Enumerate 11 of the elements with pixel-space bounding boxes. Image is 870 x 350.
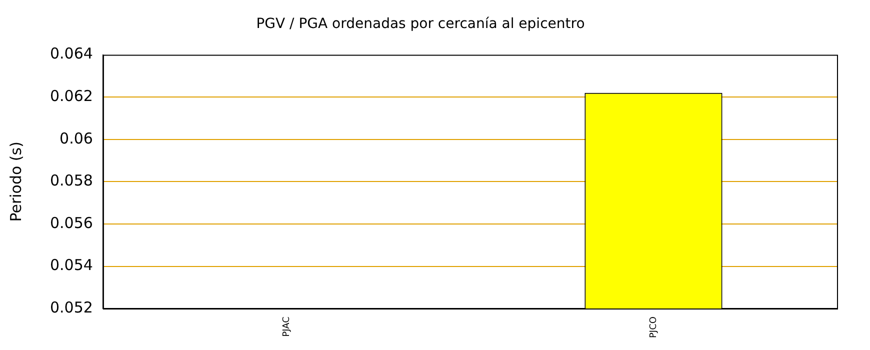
chart-title: PGV / PGA ordenadas por cercanía al epicentro (256, 16, 585, 32)
y-tick-label: 0.058 (50, 172, 93, 190)
y-tick-label: 0.064 (50, 44, 93, 63)
y-tick-label: 0.056 (50, 214, 93, 232)
y-tick-label: 0.06 (60, 129, 93, 148)
y-tick-label: 0.062 (50, 86, 93, 105)
y-tick-label: 0.052 (50, 298, 93, 316)
x-tick-label: PJAC (282, 316, 292, 337)
y-axis-title: Periodo (s) (6, 142, 25, 222)
y-tick-label: 0.054 (50, 256, 93, 274)
x-tick-label: PJCO (648, 316, 659, 338)
